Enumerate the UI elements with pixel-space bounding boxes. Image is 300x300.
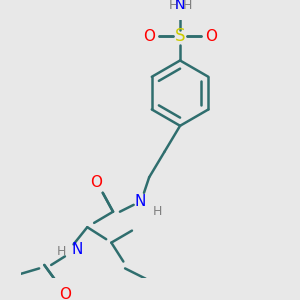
Text: H: H (57, 245, 66, 258)
Text: H: H (153, 205, 162, 218)
Text: S: S (175, 27, 185, 45)
Text: H: H (182, 0, 192, 12)
Text: N: N (135, 194, 146, 209)
Text: O: O (59, 287, 71, 300)
Text: O: O (205, 29, 217, 44)
Text: H: H (169, 0, 178, 12)
Text: N: N (71, 242, 82, 257)
Text: N: N (175, 0, 185, 13)
Text: O: O (90, 175, 102, 190)
Text: O: O (143, 29, 155, 44)
